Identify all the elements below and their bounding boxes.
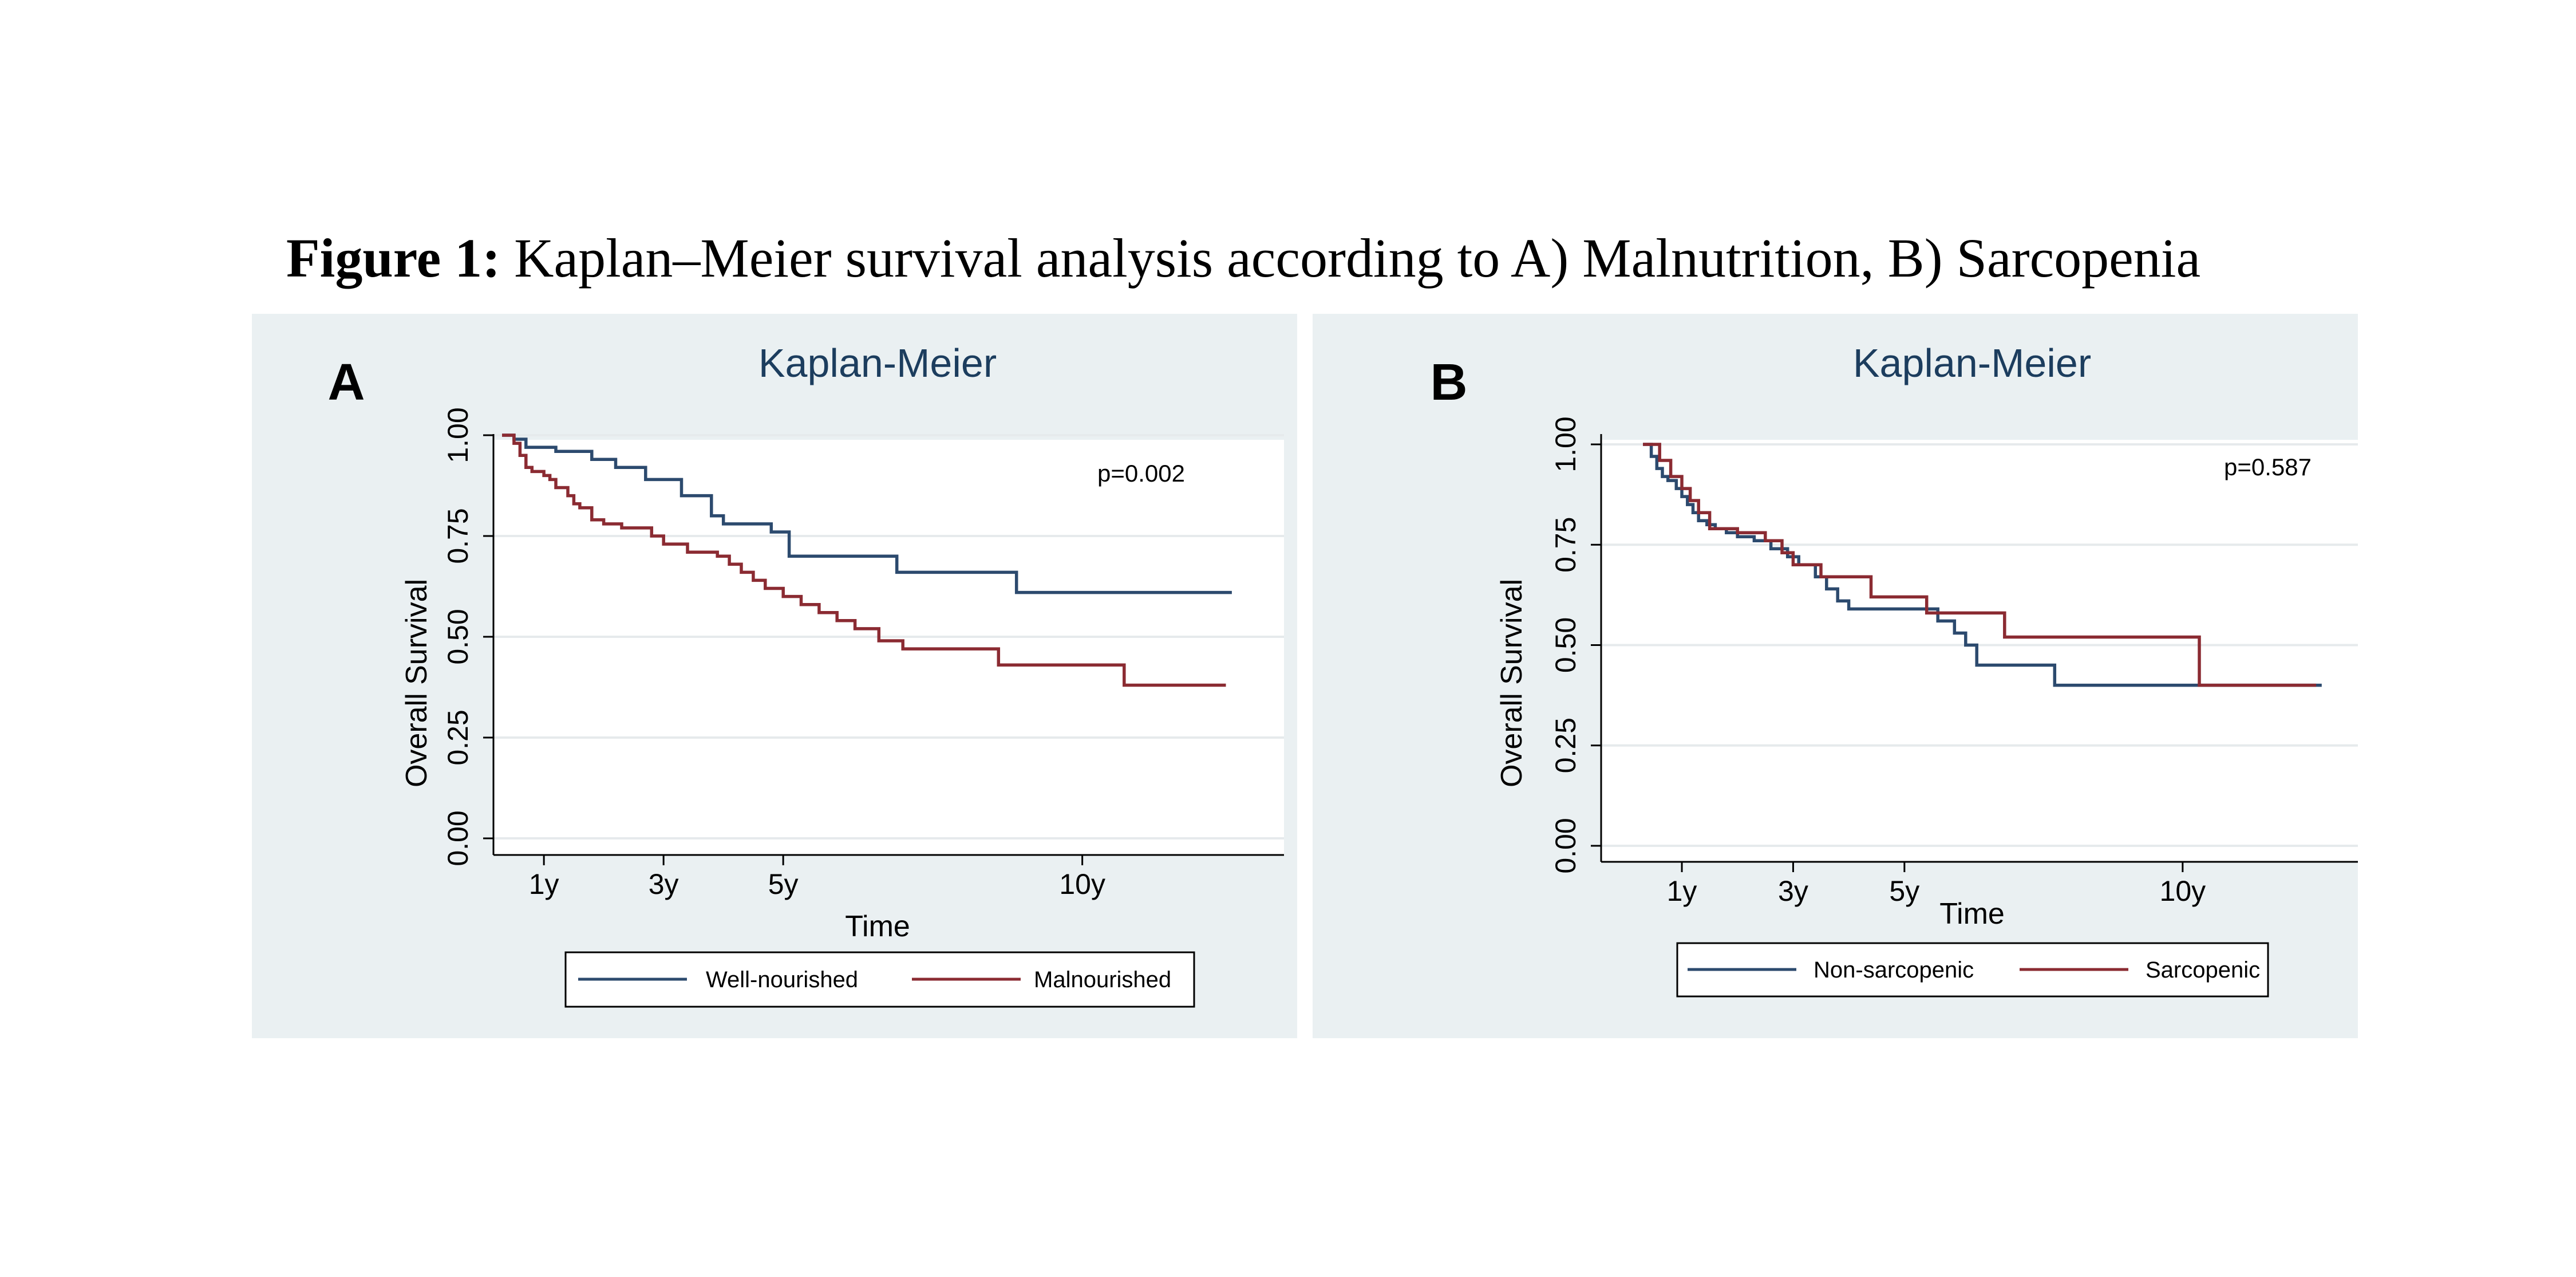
x-tick-label: 5y [1889,875,1919,907]
y-tick-label: 1.00 [1550,416,1582,472]
survival-curve-well-nourished [502,433,1232,594]
y-tick-label: 0.50 [1550,617,1582,673]
survival-curve-sarcopenic [1643,443,2317,687]
y-tick-label: 1.00 [442,407,474,463]
x-tick-label: 5y [768,868,799,900]
y-tick-label: 0.00 [442,810,474,866]
caption-text: Kaplan–Meier survival analysis according… [500,227,2201,289]
y-axis-title: Overall Survival [1495,579,1528,787]
x-tick-label: 3y [1778,875,1808,907]
y-tick-label: 0.25 [442,710,474,765]
survival-curve-non-sarcopenic [1643,443,2322,687]
y-tick-label: 0.00 [1550,818,1582,873]
y-axis-title: Overall Survival [400,579,433,787]
legend: Non-sarcopenic Sarcopenic [1676,942,2269,998]
x-axis-title: Time [845,910,910,943]
chart-a-svg: A Kaplan-Meier 0.00 0.25 0.50 0.75 1.00 1y 3y 5… [328,341,1284,1008]
y-tick-label: 0.75 [442,508,474,563]
x-tick-label: 1y [1667,875,1697,907]
y-tick-label: 0.75 [1550,517,1582,573]
legend-label-malnourished: Malnourished [1034,967,1171,992]
y-tick-label: 0.25 [1550,718,1582,773]
plot-area [1601,440,2358,862]
x-tick-label: 3y [649,868,679,900]
plot-area [493,440,1284,855]
chart-b-svg: B Kaplan-Meier 0.00 0.25 0.50 0.75 1.00 1y 3y 5… [1431,341,2358,998]
legend-label-non-sarcopenic: Non-sarcopenic [1814,957,1974,983]
legend-box [564,951,1195,1008]
figure-caption: Figure 1: Kaplan–Meier survival analysis… [286,226,2200,290]
x-tick-label: 10y [2160,875,2206,907]
panel-b: B Kaplan-Meier 0.00 0.25 0.50 0.75 1.00 1y 3y 5… [1313,314,2358,1038]
legend-label-well-nourished: Well-nourished [706,967,858,992]
panel-letter: B [1431,354,1468,411]
chart-title: Kaplan-Meier [758,341,997,385]
x-tick-label: 1y [529,868,559,900]
p-value-annotation: p=0.002 [1097,460,1185,487]
p-value-annotation: p=0.587 [2224,454,2312,480]
panel-letter: A [328,354,365,411]
legend: Well-nourished Malnourished [564,951,1195,1008]
survival-curve-malnourished [502,433,1226,687]
x-tick-label: 10y [1059,868,1105,900]
panel-a: A Kaplan-Meier 0.00 0.25 0.50 0.75 1.00 1y 3y 5… [252,314,1297,1038]
chart-title: Kaplan-Meier [1853,341,2091,385]
caption-label: Figure 1: [286,227,501,289]
legend-label-sarcopenic: Sarcopenic [2146,957,2260,983]
x-axis-title: Time [1939,897,2005,931]
y-tick-label: 0.50 [442,609,474,664]
